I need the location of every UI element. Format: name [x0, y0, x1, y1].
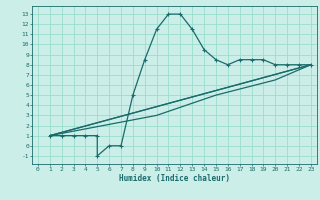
- X-axis label: Humidex (Indice chaleur): Humidex (Indice chaleur): [119, 174, 230, 183]
